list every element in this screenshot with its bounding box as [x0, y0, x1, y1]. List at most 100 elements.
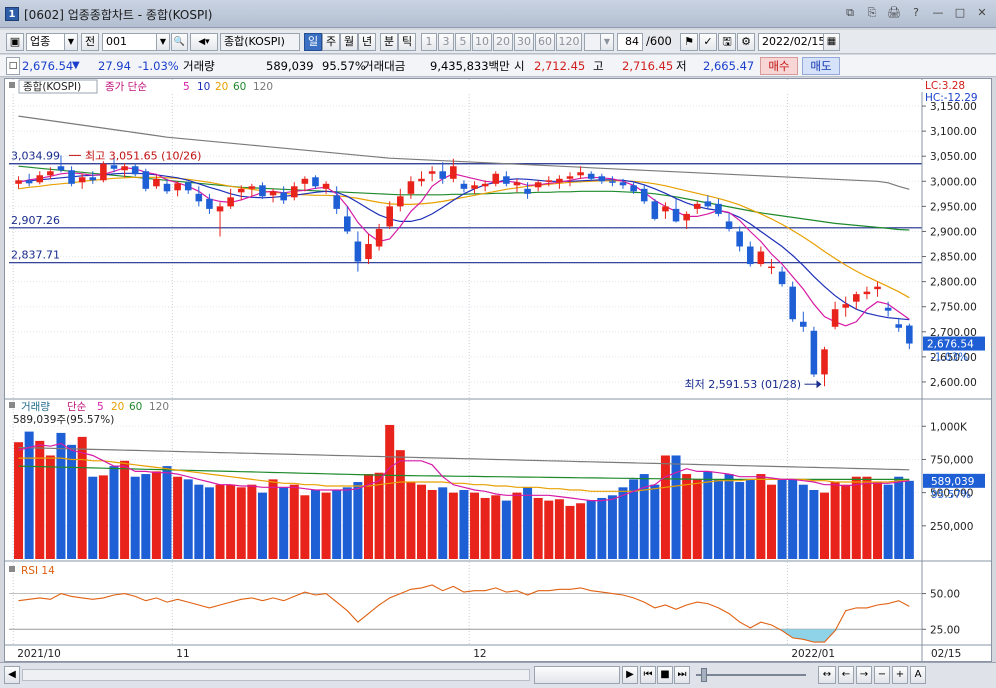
- scroll-left-icon[interactable]: ◀: [4, 666, 20, 684]
- interval-3-button[interactable]: 3: [438, 33, 454, 51]
- window-title: [0602] 업종종합차트 - 종합(KOSPI): [24, 8, 213, 22]
- go-first-icon[interactable]: ⏮: [640, 666, 656, 684]
- maximize-icon[interactable]: □: [954, 6, 966, 19]
- horizontal-scroll-track[interactable]: [22, 669, 530, 681]
- font-size-icon[interactable]: A: [910, 666, 926, 684]
- fit-icon[interactable]: ↔: [818, 666, 836, 684]
- volume-value: 589,039: [266, 59, 314, 73]
- zoom-out-icon[interactable]: −: [874, 666, 890, 684]
- volume-bar: [67, 444, 77, 559]
- low-annotation: 최저 2,591.53 (01/28): [684, 378, 801, 391]
- candle: [693, 203, 701, 209]
- zoom-slider-track[interactable]: [696, 674, 806, 676]
- print-icon[interactable]: 🖨: [887, 6, 901, 19]
- sound-icon[interactable]: ◀▾: [190, 33, 218, 51]
- interval-120-button[interactable]: 120: [556, 33, 582, 51]
- period-minute-button[interactable]: 분: [380, 33, 398, 51]
- market-dropdown-icon[interactable]: ▼: [64, 33, 78, 51]
- interval-5-button[interactable]: 5: [455, 33, 471, 51]
- stop-icon[interactable]: ■: [657, 666, 673, 684]
- copy-icon[interactable]: ⎘: [867, 6, 877, 19]
- kospi-chart[interactable]: 2021/1011122022/010202/153,150.003,100.0…: [5, 79, 991, 661]
- scroll-right-icon[interactable]: ▶: [622, 666, 638, 684]
- minimize-icon[interactable]: —: [932, 6, 944, 19]
- close-icon[interactable]: ✕: [977, 6, 987, 19]
- layout-toggle-icon[interactable]: ▣: [6, 33, 24, 51]
- scope-button[interactable]: 전: [81, 33, 99, 51]
- interval-1-button[interactable]: 1: [421, 33, 437, 51]
- legend-marker: [9, 402, 15, 408]
- interval-10-button[interactable]: 10: [472, 33, 492, 51]
- volume-bar: [501, 500, 511, 559]
- volume-legend-period: 120: [149, 401, 169, 413]
- help-icon[interactable]: ?: [913, 6, 919, 19]
- volume-bar: [332, 489, 342, 559]
- volume-bar: [883, 484, 893, 559]
- interval-dropdown-icon[interactable]: ▼: [600, 33, 614, 51]
- candle: [503, 176, 510, 184]
- candle: [100, 163, 107, 181]
- zoom-in-icon[interactable]: +: [892, 666, 908, 684]
- check-icon[interactable]: ✓: [699, 33, 717, 51]
- flag-icon[interactable]: ⚑: [680, 33, 698, 51]
- save-icon[interactable]: 🖫: [718, 33, 736, 51]
- volume-bar: [470, 492, 480, 559]
- last-price-label: 2,676.54: [927, 339, 974, 351]
- volume-tick-label: 1,000K: [930, 421, 968, 433]
- volume-bar: [98, 475, 108, 559]
- candle: [301, 178, 309, 184]
- period-month-button[interactable]: 월: [340, 33, 358, 51]
- x-tick-label: 2021/10: [17, 648, 61, 660]
- calendar-icon[interactable]: ▦: [823, 33, 840, 51]
- scroll-thumb[interactable]: [534, 666, 620, 684]
- window-controls: ⧉ ⎘ 🖨 ? — □ ✕: [842, 6, 990, 20]
- y-tick-label: 2,600.00: [930, 377, 977, 389]
- interval-30-button[interactable]: 30: [514, 33, 534, 51]
- pan-right-icon[interactable]: →: [856, 666, 872, 684]
- link-window-icon[interactable]: ⧉: [846, 6, 854, 19]
- volume-panel: [14, 424, 914, 559]
- period-day-button[interactable]: 일: [304, 33, 322, 51]
- code-dropdown-icon[interactable]: ▼: [156, 33, 170, 51]
- price-change: 27.94: [98, 59, 131, 73]
- candle: [25, 180, 33, 184]
- volume-bar: [650, 484, 660, 559]
- pan-left-icon[interactable]: ←: [838, 666, 854, 684]
- date-input[interactable]: 2022/02/15: [758, 33, 824, 51]
- volume-bar: [735, 482, 745, 559]
- candle: [534, 182, 542, 188]
- volume-bar: [523, 487, 533, 559]
- candle: [556, 178, 563, 183]
- volume-bar: [204, 487, 214, 559]
- volume-bar: [130, 476, 140, 559]
- volume-bar: [247, 484, 257, 559]
- period-year-button[interactable]: 년: [358, 33, 376, 51]
- search-icon[interactable]: 🔍: [171, 33, 188, 51]
- sell-button[interactable]: 매도: [802, 57, 840, 75]
- volume-bar: [841, 484, 851, 559]
- count-input[interactable]: 84: [617, 33, 643, 51]
- buy-button[interactable]: 매수: [760, 57, 798, 75]
- legend-period: 20: [215, 81, 228, 93]
- period-tick-button[interactable]: 틱: [398, 33, 416, 51]
- candle: [831, 309, 839, 327]
- volume-bar: [151, 471, 161, 559]
- interval-60-button[interactable]: 60: [535, 33, 555, 51]
- candle: [460, 183, 468, 189]
- chart-grid: [9, 79, 922, 645]
- interval-20-button[interactable]: 20: [493, 33, 513, 51]
- gear-icon[interactable]: ⚙: [737, 33, 755, 51]
- zoom-slider-thumb[interactable]: [701, 668, 707, 682]
- volume-bar: [77, 436, 87, 559]
- code-input[interactable]: 001: [102, 33, 158, 51]
- candle: [492, 173, 500, 184]
- go-last-icon[interactable]: ⏭: [674, 666, 690, 684]
- volume-bar: [533, 497, 543, 559]
- period-week-button[interactable]: 주: [322, 33, 340, 51]
- chart-area[interactable]: 2021/1011122022/010202/153,150.003,100.0…: [4, 78, 992, 662]
- market-select[interactable]: 업종: [26, 33, 66, 51]
- reference-line-label: 2,907.26: [11, 214, 60, 227]
- candle: [428, 171, 436, 174]
- candle: [513, 182, 521, 186]
- panel-toggle-icon[interactable]: □: [6, 57, 20, 75]
